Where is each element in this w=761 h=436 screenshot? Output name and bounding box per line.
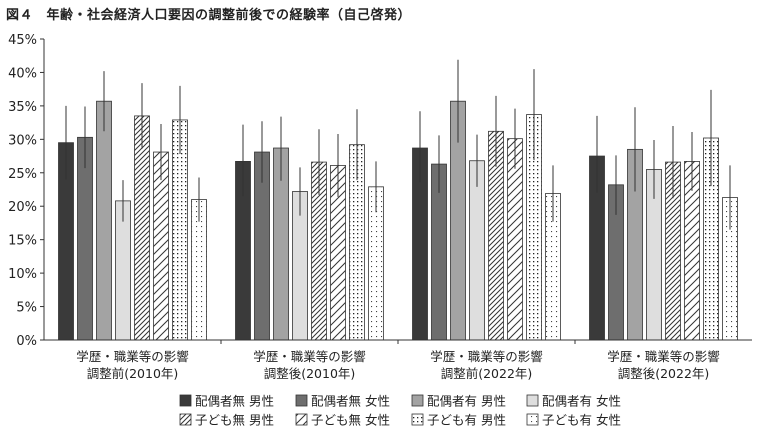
- legend-label: 配偶者無 男性: [195, 394, 274, 409]
- category-label: 学歴・職業等の影響: [430, 349, 543, 364]
- category-label: 調整後(2010年): [264, 366, 356, 381]
- legend-swatch: [526, 413, 539, 426]
- y-tick-label: 35%: [8, 100, 37, 115]
- category-label: 学歴・職業等の影響: [76, 349, 189, 364]
- category-label: 調整後(2022年): [618, 366, 710, 381]
- bar: [507, 138, 523, 341]
- bar: [115, 200, 131, 341]
- legend-label: 子ども有 女性: [542, 413, 621, 428]
- legend-swatch: [295, 413, 308, 426]
- legend-swatch: [179, 394, 192, 407]
- y-tick-label: 45%: [8, 33, 37, 48]
- y-tick-label: 5%: [16, 301, 37, 316]
- bar: [134, 115, 150, 341]
- y-tick-label: 25%: [8, 167, 37, 182]
- legend-swatch: [526, 394, 539, 407]
- legend-label: 配偶者有 男性: [427, 394, 506, 409]
- category-label: 調整前(2010年): [87, 366, 179, 381]
- y-axis: 0% 5% 10% 15% 20% 25% 30% 35% 40% 45%: [8, 33, 45, 349]
- y-tick-label: 40%: [8, 66, 37, 81]
- legend-label: 子ども有 男性: [427, 413, 506, 428]
- bars-layer: [58, 59, 738, 341]
- legend-swatch: [295, 394, 308, 407]
- bar: [469, 160, 485, 341]
- bar: [153, 151, 169, 341]
- legend-swatch: [179, 413, 192, 426]
- y-tick-label: 0%: [16, 334, 37, 349]
- legend-swatch: [411, 413, 424, 426]
- y-tick-label: 10%: [8, 267, 37, 282]
- x-axis: 学歴・職業等の影響調整前(2010年)学歴・職業等の影響調整後(2010年)学歴…: [44, 339, 752, 381]
- chart-title: 図４ 年齢・社会経済人口要因の調整前後での経験率（自己啓発）: [6, 8, 412, 23]
- legend-label: 配偶者有 女性: [542, 394, 621, 409]
- category-label: 学歴・職業等の影響: [607, 349, 720, 364]
- y-tick-label: 15%: [8, 234, 37, 249]
- legend-label: 子ども無 男性: [195, 413, 274, 428]
- legend-swatch: [411, 394, 424, 407]
- category-label: 調整前(2022年): [441, 366, 533, 381]
- legend-label: 配偶者無 女性: [311, 394, 390, 409]
- legend-label: 子ども無 女性: [311, 413, 390, 428]
- y-tick-label: 20%: [8, 200, 37, 215]
- category-label: 学歴・職業等の影響: [253, 349, 366, 364]
- bar: [96, 100, 112, 341]
- y-tick-label: 30%: [8, 133, 37, 148]
